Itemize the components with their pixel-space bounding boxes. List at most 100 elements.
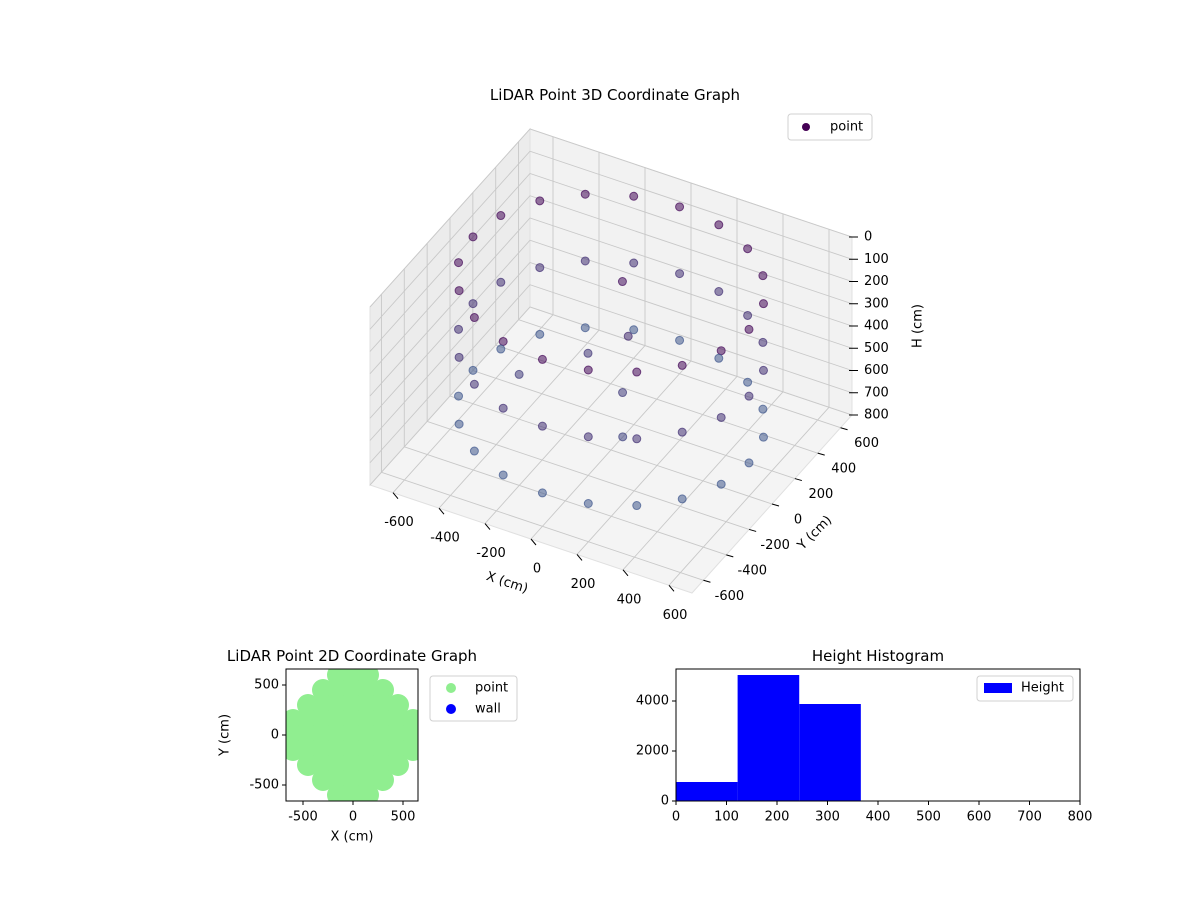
x-tick-label: 700 [1017, 810, 1042, 825]
x-tick-label: 600 [967, 810, 992, 825]
point [744, 324, 754, 334]
point [677, 427, 687, 437]
z-tick-label: 600 [864, 363, 889, 378]
point [580, 323, 590, 333]
y-tick [794, 478, 802, 482]
point [716, 479, 726, 489]
legend-box [976, 675, 1074, 702]
point [583, 365, 593, 375]
point [618, 388, 628, 398]
point [498, 470, 508, 480]
x-tick-label: 0 [672, 810, 680, 825]
legend-box [787, 113, 873, 141]
point [498, 336, 508, 346]
point [498, 403, 508, 413]
point [716, 412, 726, 422]
x-tick-label: 400 [866, 810, 891, 825]
point [675, 335, 685, 345]
x-tick [484, 523, 491, 530]
point [758, 271, 768, 281]
point [743, 310, 753, 320]
z-tick-label: 400 [864, 319, 889, 334]
point [580, 256, 590, 266]
y-tick-label: 200 [808, 487, 833, 502]
point [583, 432, 593, 442]
point [714, 353, 724, 363]
x-tick-label: 300 [815, 810, 840, 825]
legend-box [429, 675, 518, 722]
legend-marker [446, 683, 456, 693]
point [744, 458, 754, 468]
y-tick [726, 554, 734, 558]
point [580, 189, 590, 199]
point [677, 494, 687, 504]
point [402, 739, 418, 761]
legend-marker [802, 123, 810, 131]
y-tick-label: -200 [760, 538, 790, 553]
y-tick-label: 4000 [636, 694, 669, 709]
point [454, 258, 464, 268]
title: Height Histogram [812, 647, 944, 665]
x-tick [530, 538, 537, 546]
z-tick-label: 200 [864, 274, 889, 289]
x-tick [668, 584, 675, 592]
point [632, 434, 642, 444]
x-tick-label: 100 [714, 810, 739, 825]
y-tick-label: 400 [831, 462, 856, 477]
y-tick [771, 503, 780, 507]
point [743, 377, 753, 387]
point [758, 337, 768, 347]
grid-line [369, 195, 853, 375]
point [632, 501, 642, 511]
x-tick-label: 400 [617, 592, 642, 607]
point [758, 432, 768, 442]
point [583, 348, 593, 358]
y-tick-label: 2000 [636, 744, 669, 759]
point [469, 379, 479, 389]
z-tick-label: 700 [864, 385, 889, 400]
point [623, 331, 633, 341]
x-tick-label: -600 [384, 515, 414, 530]
legend-label: wall [475, 702, 501, 717]
point [632, 367, 642, 377]
point [677, 360, 687, 370]
point [468, 299, 478, 309]
point [758, 365, 768, 375]
point [496, 344, 506, 354]
point [629, 258, 639, 268]
point [537, 354, 547, 364]
point [387, 754, 409, 776]
x-tick-label: -400 [430, 531, 460, 546]
point [618, 432, 628, 442]
y-tick-label: -500 [249, 778, 279, 793]
point [714, 287, 724, 297]
x-tick [438, 507, 445, 515]
plot-area [286, 669, 418, 801]
point [537, 421, 547, 431]
x-tick [576, 554, 583, 561]
y-tick-label: 600 [854, 436, 879, 451]
y-tick [703, 579, 711, 583]
point [372, 769, 394, 791]
z-tick-label: 100 [864, 252, 889, 267]
point [714, 220, 724, 230]
point [468, 232, 478, 242]
x-tick-label: 800 [1068, 810, 1093, 825]
point [535, 263, 545, 273]
grid-line [369, 284, 853, 464]
point [514, 369, 524, 379]
x-tick-label: 0 [533, 562, 541, 577]
x-tick-label: 200 [571, 577, 596, 592]
bar [676, 782, 738, 801]
point [454, 324, 464, 334]
x-tick-label: 200 [765, 810, 790, 825]
z-tick-label: 0 [864, 230, 872, 245]
y-tick-label: 0 [271, 728, 279, 743]
y-tick [749, 528, 757, 532]
x-tick-label: 600 [663, 608, 688, 623]
y-tick-label: -400 [738, 563, 768, 578]
point [743, 244, 753, 254]
point [357, 784, 379, 801]
x-tick-label: 500 [916, 810, 941, 825]
